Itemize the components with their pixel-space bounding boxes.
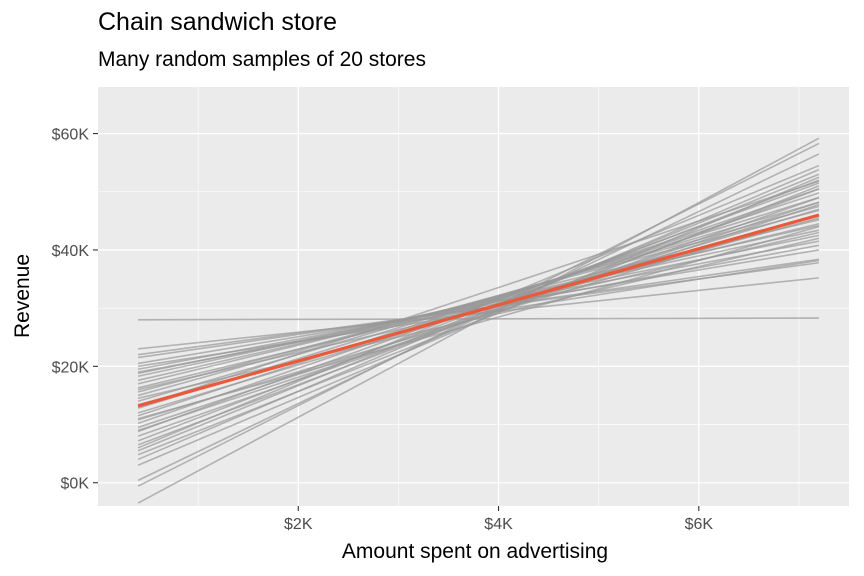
y-axis-title: Revenue [11, 254, 34, 338]
sample-regression-line [137, 225, 820, 420]
x-tick-label: $2K [284, 516, 313, 533]
fitted-regression-line [137, 213, 820, 408]
sample-regression-line [137, 237, 820, 400]
sample-regression-line [137, 203, 820, 432]
x-tick-label: $4K [484, 516, 513, 533]
sample-regression-line [137, 201, 820, 403]
sample-regression-line [137, 173, 820, 452]
y-tick-label: $40K [52, 243, 90, 260]
x-tick-label: $6K [685, 516, 714, 533]
y-tick-label: $20K [52, 359, 90, 376]
y-tick-label: $0K [61, 476, 90, 493]
sample-regression-line [137, 137, 820, 504]
x-axis: $2K $4K $6K [284, 506, 713, 533]
sample-regression-line [137, 142, 820, 487]
y-axis: $0K $20K $40K $60K [52, 127, 98, 493]
x-axis-title: Amount spent on advertising [342, 540, 608, 563]
sample-regression-line [137, 164, 820, 449]
sample-regression-line [137, 244, 820, 373]
sample-regression-line [137, 259, 820, 368]
chart-title: Chain sandwich store [98, 8, 338, 36]
chart-subtitle: Many random samples of 20 stores [98, 48, 426, 71]
fitted-line-group [137, 213, 820, 408]
sample-regression-line [137, 180, 820, 408]
y-tick-label: $60K [52, 127, 90, 144]
